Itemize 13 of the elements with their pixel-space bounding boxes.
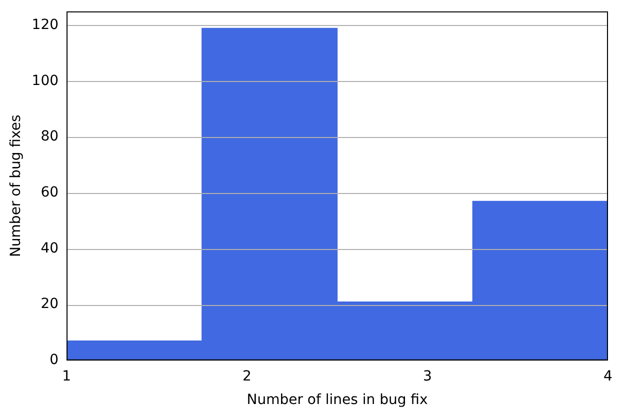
y-tick-label: 0 <box>50 352 59 368</box>
y-tick-label: 80 <box>40 128 59 145</box>
x-axis-title: Number of lines in bug fix <box>246 392 428 408</box>
x-tick-label: 2 <box>242 368 252 384</box>
y-tick-label: 100 <box>32 72 59 89</box>
y-tick-label: 40 <box>40 240 59 256</box>
y-tick-label: 120 <box>32 17 59 33</box>
x-tick-label: 3 <box>423 368 432 384</box>
y-tick-label: 60 <box>40 184 59 201</box>
y-axis-title: Number of bug fixes <box>8 114 24 258</box>
x-tick-label: 4 <box>604 368 613 384</box>
y-tick-label: 20 <box>40 296 59 312</box>
x-tick-label: 1 <box>62 368 71 384</box>
